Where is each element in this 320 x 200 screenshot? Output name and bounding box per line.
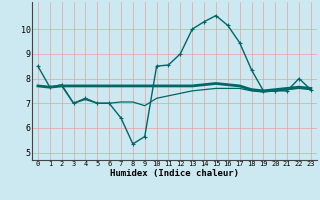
X-axis label: Humidex (Indice chaleur): Humidex (Indice chaleur)	[110, 169, 239, 178]
